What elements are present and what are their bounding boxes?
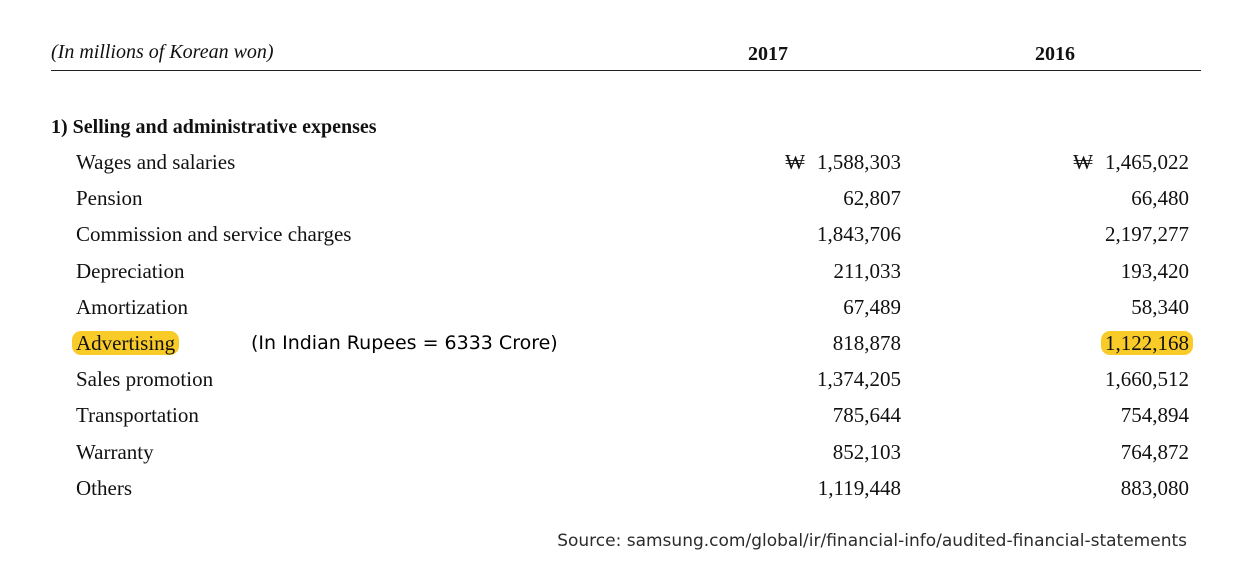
value-2017: 818,878 [832, 330, 901, 355]
row-label: Others [76, 475, 132, 500]
row-label: Pension [76, 186, 143, 211]
value-2017: 211,033 [833, 258, 901, 283]
value-2016: 193,420 [1120, 258, 1189, 283]
table-row-advertising: Advertising (In Indian Rupees = 6333 Cro… [0, 325, 1249, 361]
table-row: Wages and salaries ₩1,588,303 ₩1,465,022 [0, 144, 1249, 180]
value-2016: 66,480 [1131, 186, 1189, 211]
row-label: Warranty [76, 439, 154, 464]
row-label: Wages and salaries [76, 150, 236, 174]
rupee-annotation: (In Indian Rupees = 6333 Crore) [251, 331, 558, 354]
value-2017: 62,807 [843, 186, 901, 211]
won-symbol: ₩ [1073, 150, 1093, 174]
year-2016-header: 2016 [1035, 43, 1075, 65]
section-title: 1) Selling and administrative expenses [51, 116, 377, 138]
value-2016: ₩1,465,022 [1073, 150, 1189, 174]
value-2017: 1,374,205 [817, 367, 901, 392]
value-2017: 785,644 [832, 403, 901, 428]
table-row: Commission and service charges 1,843,706… [0, 216, 1249, 252]
value-2017: 852,103 [832, 439, 901, 464]
year-2017-header: 2017 [748, 43, 788, 65]
value-2016: 1,660,512 [1105, 367, 1189, 392]
table-row: Warranty 852,103 764,872 [0, 434, 1249, 470]
table-row: Amortization 67,489 58,340 [0, 289, 1249, 325]
row-label: Sales promotion [76, 367, 214, 392]
row-label: Depreciation [76, 258, 185, 283]
source-caption: Source: samsung.com/global/ir/financial-… [557, 531, 1187, 551]
value-2017: ₩1,588,303 [785, 150, 901, 174]
table-row: Depreciation 211,033 193,420 [0, 253, 1249, 289]
value-2016-highlighted: 1,122,168 [1101, 325, 1193, 361]
highlight-marker: Advertising [72, 330, 180, 355]
value-2016: 2,197,277 [1105, 222, 1189, 247]
expense-table: Wages and salaries ₩1,588,303 ₩1,465,022… [0, 144, 1249, 506]
row-label: Commission and service charges [76, 222, 352, 247]
highlight-marker: 1,122,168 [1101, 330, 1193, 355]
value-2017: 1,119,448 [817, 475, 901, 500]
row-label: Transportation [76, 403, 199, 428]
unit-label: (In millions of Korean won) [51, 41, 274, 63]
table-row: Sales promotion 1,374,205 1,660,512 [0, 361, 1249, 397]
row-label-highlighted: Advertising [72, 325, 180, 361]
value-2016: 883,080 [1120, 475, 1189, 500]
table-row: Others 1,119,448 883,080 [0, 470, 1249, 506]
value-2016: 58,340 [1131, 294, 1189, 319]
value-2016: 754,894 [1120, 403, 1189, 428]
won-symbol: ₩ [785, 150, 805, 174]
value-2017: 67,489 [843, 294, 901, 319]
table-row: Pension 62,807 66,480 [0, 180, 1249, 216]
header-rule [51, 70, 1201, 71]
value-2016: 764,872 [1120, 439, 1189, 464]
table-row: Transportation 785,644 754,894 [0, 397, 1249, 433]
value-2017: 1,843,706 [817, 222, 901, 247]
row-label: Amortization [76, 294, 188, 319]
